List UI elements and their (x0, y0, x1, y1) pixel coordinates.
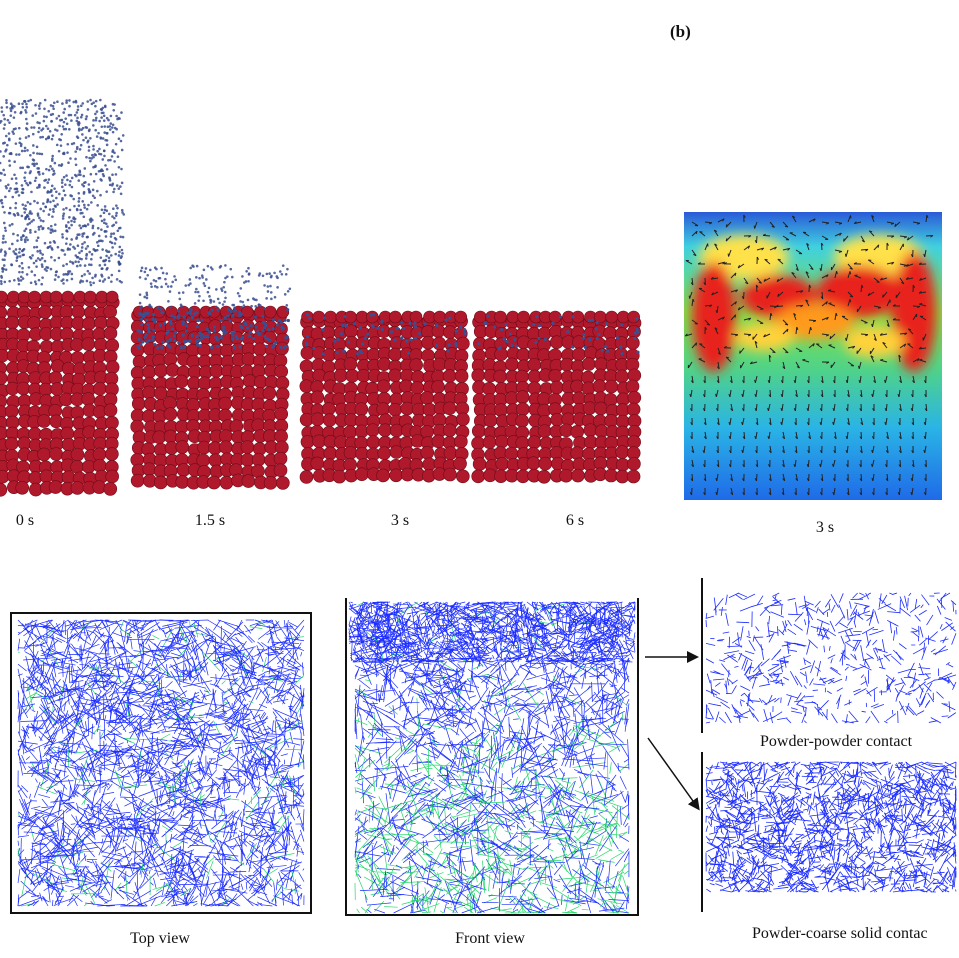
snapshot-time-1: 1.5 s (194, 512, 226, 529)
arrow-to-powder-coarse (647, 737, 700, 811)
top-view-network (10, 612, 312, 914)
powder-coarse-network (701, 752, 957, 912)
powder-powder-label: Powder-powder contact (760, 733, 913, 750)
decomposition-arrows (645, 651, 700, 811)
panel-b-label: (b) (670, 22, 691, 41)
field-time-label: 3 s (815, 519, 835, 536)
top-view-label: Top view (130, 930, 190, 947)
packing-snapshots (0, 98, 642, 497)
powder-powder-network (701, 578, 957, 733)
front-view-label: Front view (455, 930, 525, 947)
snapshot-time-3: 6 s (565, 512, 585, 529)
front-view-network (345, 598, 639, 916)
snapshot-time-0: 0 s (15, 512, 35, 529)
snapshot-time-2: 3 s (390, 512, 410, 529)
velocity-field-map (684, 212, 942, 500)
powder-coarse-label: Powder-coarse solid contac (752, 925, 928, 942)
